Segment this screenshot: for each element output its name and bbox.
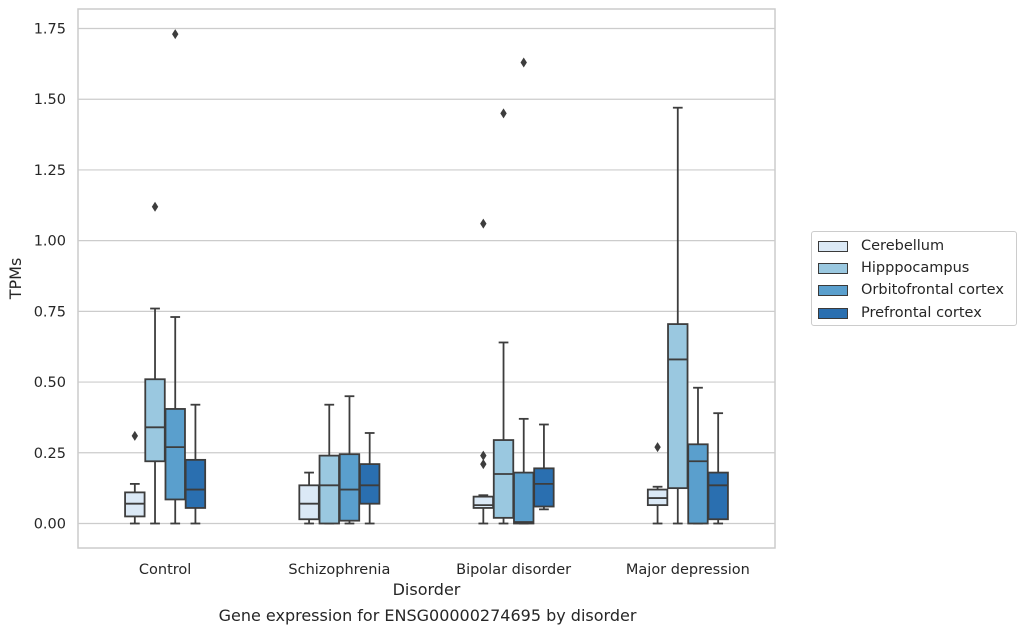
- outlier-point: [172, 29, 179, 40]
- outlier-point: [480, 459, 487, 470]
- box-body: [184, 458, 207, 509]
- legend-label: Hipppocampus: [861, 260, 970, 276]
- y-tick-label: 1.75: [34, 22, 66, 38]
- box-prefrontal-cortex-0: [184, 403, 207, 525]
- x-axis-label: Disorder: [393, 580, 461, 599]
- box-hipppocampus-0: [144, 201, 166, 525]
- y-tick-label: 0.25: [34, 446, 66, 462]
- outlier-point: [131, 430, 139, 441]
- legend-swatch: [818, 262, 848, 274]
- box-body: [472, 495, 494, 509]
- y-tick-label: 1.25: [34, 163, 66, 179]
- box-body: [707, 471, 729, 521]
- legend-item-orbitofrontal-cortex: Orbitofrontal cortex: [818, 280, 1004, 300]
- box-body: [492, 439, 515, 519]
- box-body: [298, 484, 320, 521]
- outlier-point: [151, 201, 159, 212]
- y-tick-label: 0.00: [34, 517, 66, 533]
- legend-label: Orbitofrontal cortex: [861, 282, 1004, 298]
- boxes: [124, 29, 729, 525]
- y-tick-label: 1.50: [34, 92, 66, 108]
- box-body: [164, 408, 186, 501]
- x-tick-label: Major depression: [626, 562, 750, 578]
- box-cerebellum-0: [124, 430, 146, 525]
- box-prefrontal-cortex-1: [359, 432, 381, 525]
- legend-item-hippocampus: Hipppocampus: [818, 258, 969, 278]
- y-axis-label: TPMs: [6, 258, 25, 301]
- outlier-point: [500, 108, 507, 119]
- box-body: [144, 378, 166, 463]
- legend-item-prefrontal-cortex: Prefrontal cortex: [818, 303, 982, 323]
- y-tick-labels: 0.00 0.25 0.50 0.75 1.00 1.25 1.50 1.75: [34, 22, 66, 533]
- y-tick-label: 0.75: [34, 304, 66, 320]
- box-body: [687, 443, 709, 525]
- box-body: [513, 471, 535, 525]
- chart-caption: Gene expression for ENSG00000274695 by d…: [218, 606, 637, 625]
- box-prefrontal-cortex-2: [533, 423, 555, 511]
- x-tick-label: Bipolar disorder: [456, 562, 571, 578]
- box-hipppocampus-3: [667, 106, 689, 525]
- x-tick-labels: Control Schizophrenia Bipolar disorder Majo…: [139, 562, 750, 578]
- legend-label: Cerebellum: [861, 238, 945, 254]
- box-prefrontal-cortex-3: [707, 412, 729, 525]
- box-orbitofrontal-cortex-3: [687, 386, 709, 525]
- legend-swatch: [818, 284, 848, 296]
- box-cerebellum-2: [472, 218, 494, 525]
- box-body: [338, 453, 361, 522]
- legend-item-cerebellum: Cerebellum: [818, 236, 944, 256]
- legend-swatch: [818, 307, 848, 319]
- outlier-point: [480, 218, 487, 229]
- y-tick-label: 1.00: [34, 234, 66, 250]
- x-tick-label: Control: [139, 562, 191, 578]
- box-orbitofrontal-cortex-2: [513, 57, 535, 525]
- y-tick-label: 0.50: [34, 375, 66, 391]
- outlier-point: [654, 442, 661, 453]
- legend: Cerebellum Hipppocampus Orbitofrontal co…: [811, 231, 1017, 326]
- box-orbitofrontal-cortex-0: [164, 29, 186, 525]
- box-cerebellum-3: [646, 442, 669, 525]
- outlier-point: [480, 450, 487, 461]
- box-body: [318, 454, 340, 525]
- box-body: [359, 463, 381, 505]
- legend-label: Prefrontal cortex: [861, 305, 982, 321]
- x-tick-label: Schizophrenia: [288, 562, 390, 578]
- outlier-point: [520, 57, 527, 68]
- legend-swatch: [818, 240, 848, 252]
- box-body: [667, 323, 689, 490]
- box-body: [533, 467, 555, 508]
